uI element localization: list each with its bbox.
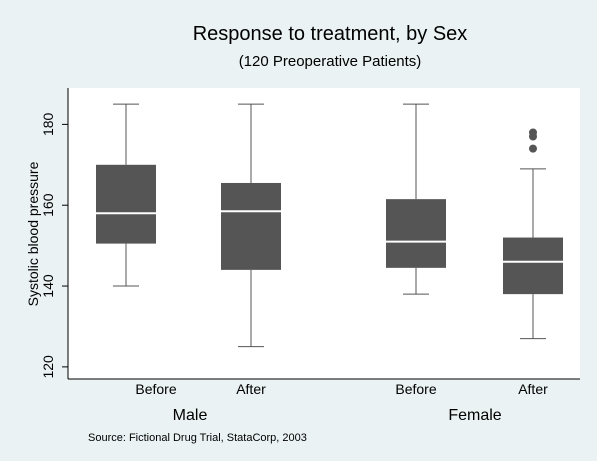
- y-axis-label: Systolic blood pressure: [25, 161, 41, 306]
- box-female-after: [503, 237, 563, 295]
- box-label-male-after: After: [236, 381, 266, 397]
- chart-subtitle: (120 Preoperative Patients): [239, 53, 422, 70]
- group-label-female: Female: [448, 407, 501, 424]
- y-tick-label-180: 180: [40, 112, 56, 136]
- y-axis-ticks: 120 140 160 180: [40, 112, 68, 379]
- chart-title: Response to treatment, by Sex: [193, 23, 468, 45]
- y-tick-label-140: 140: [40, 274, 56, 298]
- box-male-after: [221, 182, 281, 270]
- box-female-before: [386, 199, 446, 268]
- y-tick-label-160: 160: [40, 193, 56, 217]
- outlier-point-female-after-0: [529, 144, 537, 153]
- box-label-male-before: Before: [135, 381, 176, 397]
- y-tick-label-120: 120: [40, 355, 56, 379]
- source-note: Source: Fictional Drug Trial, StataCorp,…: [88, 432, 307, 444]
- box-label-female-before: Before: [395, 381, 436, 397]
- outlier-point-female-after-2: [529, 128, 537, 137]
- box-series: [96, 103, 563, 348]
- box-male-before: [96, 164, 156, 244]
- box-label-female-after: After: [518, 381, 548, 397]
- group-label-male: Male: [173, 407, 208, 424]
